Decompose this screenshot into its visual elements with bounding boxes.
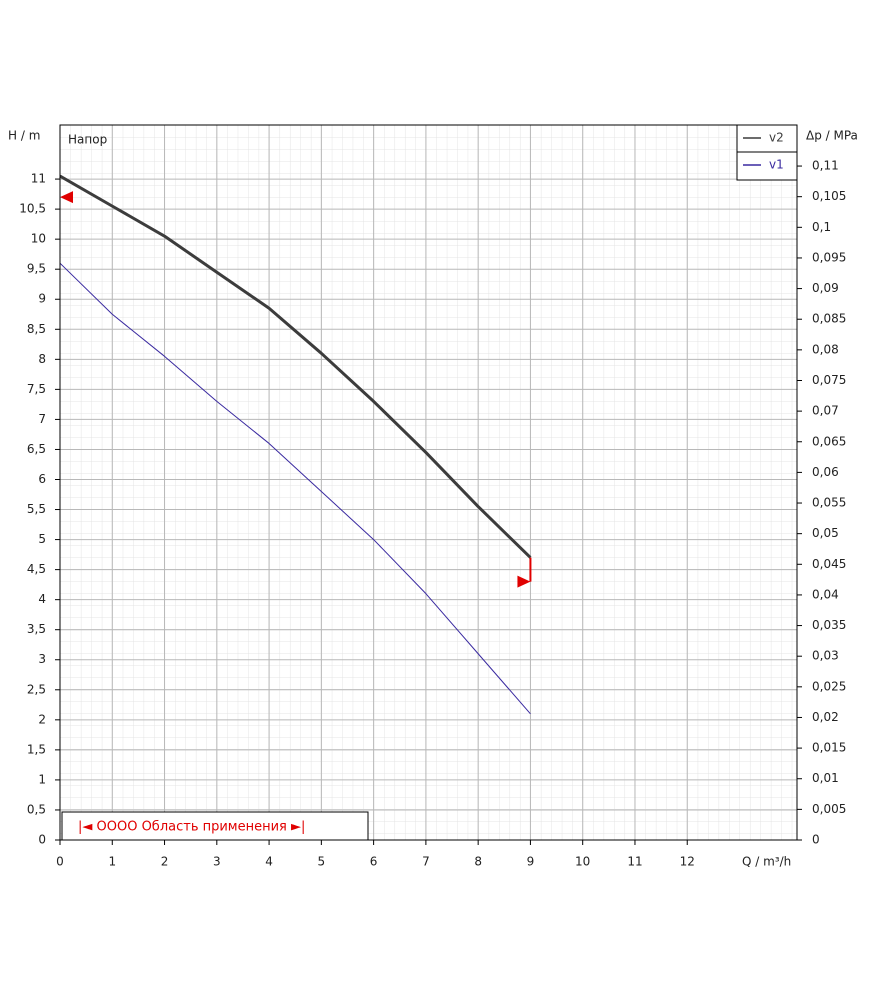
y-tick-label: 3,5 <box>27 622 46 636</box>
y-tick-label: 9 <box>38 292 46 306</box>
y-tick-label: 6,5 <box>27 442 46 456</box>
chart-title: Напор <box>68 133 107 147</box>
y-tick-label: 5 <box>38 532 46 546</box>
y2-tick-label: 0,06 <box>812 465 839 479</box>
range-label: |◄ OOOO Область применения ►| <box>78 820 305 835</box>
y2-tick-label: 0 <box>812 833 820 847</box>
y2-tick-label: 0,055 <box>812 496 846 510</box>
y-tick-label: 1 <box>38 772 46 786</box>
y2-tick-label: 0,03 <box>812 649 839 663</box>
x-tick-label: 12 <box>680 855 695 869</box>
y-tick-label: 2 <box>38 712 46 726</box>
range-marker <box>60 191 73 204</box>
range-marker <box>517 575 531 588</box>
legend-label: v2 <box>769 131 784 145</box>
y-tick-label: 5,5 <box>27 502 46 516</box>
y-tick-label: 8,5 <box>27 322 46 336</box>
x-tick-label: 10 <box>575 855 590 869</box>
y-tick-label: 1,5 <box>27 742 46 756</box>
x-tick-label: 4 <box>265 855 273 869</box>
y2-tick-label: 0,02 <box>812 710 839 724</box>
y2-tick-label: 0,005 <box>812 802 846 816</box>
y-tick-label: 4 <box>38 592 46 606</box>
y2-tick-label: 0,035 <box>812 618 846 632</box>
legend-label: v1 <box>769 158 784 172</box>
y2-tick-label: 0,07 <box>812 404 839 418</box>
minor-grid <box>60 125 797 840</box>
x-tick-label: 2 <box>161 855 169 869</box>
y2-tick-label: 0,09 <box>812 281 839 295</box>
y-tick-label: 6 <box>38 472 46 486</box>
x-tick-label: 1 <box>108 855 116 869</box>
x-tick-label: 6 <box>370 855 378 869</box>
y2-tick-label: 0,04 <box>812 587 839 601</box>
x-tick-label: 8 <box>474 855 482 869</box>
y-tick-label: 7,5 <box>27 382 46 396</box>
y-tick-label: 10 <box>31 232 46 246</box>
y2-tick-label: 0,045 <box>812 557 846 571</box>
series-line <box>59 174 532 559</box>
y2-tick-label: 0,015 <box>812 741 846 755</box>
y-tick-label: 3 <box>38 652 46 666</box>
y2-tick-label: 0,065 <box>812 434 846 448</box>
plot-frame <box>59 124 798 841</box>
y2-tick-label: 0,025 <box>812 679 846 693</box>
y-tick-label: 2,5 <box>27 682 46 696</box>
y2-tick-label: 0,105 <box>812 189 846 203</box>
y2-tick-label: 0,05 <box>812 526 839 540</box>
y-tick-label: 0 <box>38 833 46 847</box>
y2-tick-label: 0,075 <box>812 373 846 387</box>
series-line <box>59 262 531 715</box>
y2-tick-label: 0,11 <box>812 159 839 173</box>
y-tick-label: 10,5 <box>19 202 46 216</box>
y-tick-label: 4,5 <box>27 562 46 576</box>
y2-tick-label: 0,01 <box>812 771 839 785</box>
y-tick-label: 8 <box>38 352 46 366</box>
y2-tick-label: 0,1 <box>812 220 831 234</box>
range-box <box>61 811 369 841</box>
x-tick-label: 9 <box>527 855 535 869</box>
y-axis-label: H / m <box>8 129 40 143</box>
x-tick-label: 3 <box>213 855 221 869</box>
y-tick-label: 0,5 <box>27 802 46 816</box>
y-tick-label: 7 <box>38 412 46 426</box>
y2-axis-label: Δp / MPa <box>806 129 858 143</box>
y-tick-label: 9,5 <box>27 262 46 276</box>
x-tick-label: 5 <box>318 855 326 869</box>
x-tick-label: 11 <box>627 855 642 869</box>
x-tick-label: 0 <box>56 855 64 869</box>
y2-tick-label: 0,085 <box>812 312 846 326</box>
plot <box>59 174 532 715</box>
x-tick-label: 7 <box>422 855 430 869</box>
legend: v2 v1 <box>737 131 797 172</box>
y2-tick-label: 0,095 <box>812 250 846 264</box>
y2-tick-label: 0,08 <box>812 342 839 356</box>
y-tick-label: 11 <box>31 172 46 186</box>
x-axis-label: Q / m³/h <box>742 855 791 869</box>
